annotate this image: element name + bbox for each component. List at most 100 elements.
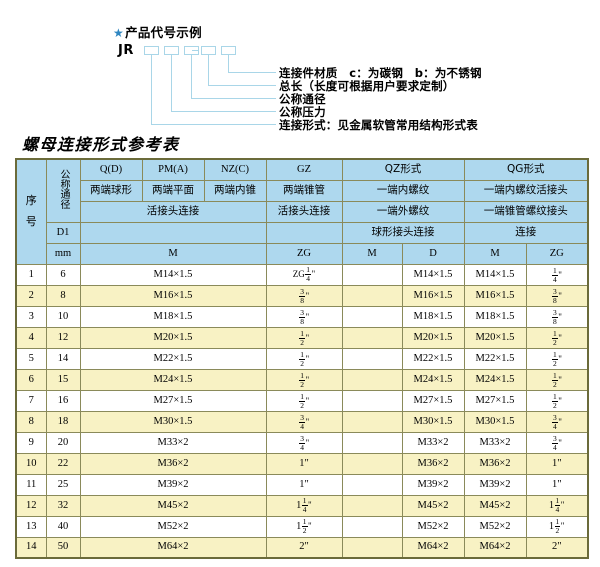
- cell-nominal-bore: 16: [45, 389, 81, 412]
- cell-qg-m: M27×1.5: [463, 389, 527, 412]
- header-group-qg: QG形式: [463, 158, 589, 181]
- cell-thread-m: M18×1.5: [79, 305, 267, 328]
- cell-seq: 11: [15, 473, 47, 496]
- cell-nominal-bore: 15: [45, 368, 81, 391]
- leader-line-3-horizontal: [191, 98, 276, 100]
- cell-qz-m: [341, 263, 403, 286]
- cell-gz: 3 8 ": [265, 305, 343, 328]
- header-ball-qz: 球形接头连接: [341, 221, 465, 244]
- leader-line-5-horizontal: [151, 124, 276, 126]
- cell-gz: 3 4 ": [265, 431, 343, 454]
- cell-qz-d: M16×1.5: [401, 284, 465, 307]
- table-row: 10 22 M36×2 1" M36×2 M36×2 1": [15, 452, 589, 475]
- header-joint-left: 活接头连接: [79, 200, 267, 223]
- table-row: 1 6 M14×1.5 ZG 1 4 " M14×1.5 M14×1.5 1 4 ": [15, 263, 589, 286]
- cell-thread-m: M52×2: [79, 515, 267, 538]
- header-thread-qz-m: M: [341, 242, 403, 265]
- cell-nominal-bore: 10: [45, 305, 81, 328]
- leader-line-2-vertical: [208, 55, 210, 86]
- cell-nominal-bore: 50: [45, 536, 81, 559]
- header-nominal-bore-label: 公称通径: [58, 168, 69, 209]
- table-row: 11 25 M39×2 1" M39×2 M39×2 1": [15, 473, 589, 496]
- header-group-qd: Q(D): [79, 158, 143, 181]
- cell-seq: 14: [15, 536, 47, 559]
- leader-line-1-horizontal: [228, 72, 276, 74]
- cell-gz: 1 2 ": [265, 368, 343, 391]
- cell-qz-d: M20×1.5: [401, 326, 465, 349]
- header-row-groups: 序 号 公称通径 Q(D) PM(A) NZ(C) GZ QZ形式 QG形式: [15, 158, 589, 265]
- cell-seq: 12: [15, 494, 47, 517]
- cell-gz: 3 4 ": [265, 410, 343, 433]
- code-box-4: [201, 46, 216, 55]
- cell-qz-m: [341, 431, 403, 454]
- cell-thread-m: M45×2: [79, 494, 267, 517]
- cell-qg-zg: 1 1 4 ": [525, 494, 589, 517]
- cell-seq: 13: [15, 515, 47, 538]
- code-prefix-label: JR: [118, 43, 134, 58]
- cell-qg-m: M20×1.5: [463, 326, 527, 349]
- cell-nominal-bore: 20: [45, 431, 81, 454]
- header-blank-gz: [265, 221, 343, 244]
- header-seq-line2: 号: [25, 214, 37, 228]
- cell-thread-m: M39×2: [79, 473, 267, 496]
- cell-qg-m: M16×1.5: [463, 284, 527, 307]
- header-end-qg: 一端内螺纹活接头: [463, 179, 589, 202]
- header-group-pma: PM(A): [141, 158, 205, 181]
- cell-qz-d: M27×1.5: [401, 389, 465, 412]
- header-d1: D1: [45, 221, 81, 244]
- cell-gz: 1 1 2 ": [265, 515, 343, 538]
- header-joint-qz: 一端外螺纹: [341, 200, 465, 223]
- nut-connection-table: 序 号 公称通径 Q(D) PM(A) NZ(C) GZ QZ形式 QG形式 两…: [15, 158, 589, 559]
- header-blank-left: [79, 221, 267, 244]
- table-row: 12 32 M45×2 1 1 4 " M45×2 M45×2 1 1 4 ": [15, 494, 589, 517]
- table-row: 8 18 M30×1.5 3 4 " M30×1.5 M30×1.5 3 4 ": [15, 410, 589, 433]
- header-thread-qg-m: M: [463, 242, 527, 265]
- cell-gz: 3 8 ": [265, 284, 343, 307]
- cell-thread-m: M20×1.5: [79, 326, 267, 349]
- cell-thread-m: M14×1.5: [79, 263, 267, 286]
- cell-qg-m: M24×1.5: [463, 368, 527, 391]
- cell-thread-m: M22×1.5: [79, 347, 267, 370]
- code-box-5: [221, 46, 236, 55]
- header-seq-line1: 序: [25, 193, 37, 207]
- header-seq: 序 号: [15, 158, 47, 265]
- table-row: 2 8 M16×1.5 3 8 " M16×1.5 M16×1.5 3 8 ": [15, 284, 589, 307]
- cell-thread-m: M36×2: [79, 452, 267, 475]
- cell-qz-d: M22×1.5: [401, 347, 465, 370]
- cell-seq: 2: [15, 284, 47, 307]
- header-joint-gz: 活接头连接: [265, 200, 343, 223]
- cell-thread-m: M30×1.5: [79, 410, 267, 433]
- code-dash: [192, 50, 199, 52]
- cell-qz-d: M18×1.5: [401, 305, 465, 328]
- cell-qz-m: [341, 305, 403, 328]
- cell-qg-m: M33×2: [463, 431, 527, 454]
- product-code-title-text: 产品代号示例: [125, 25, 202, 40]
- table-body: 1 6 M14×1.5 ZG 1 4 " M14×1.5 M14×1.5 1 4 " 2 8 M16×1.5…: [15, 263, 589, 559]
- header-thread-m-left: M: [79, 242, 267, 265]
- cell-seq: 5: [15, 347, 47, 370]
- annotation-connection-type: 连接形式：见金属软管常用结构形式表: [279, 118, 478, 132]
- cell-thread-m: M27×1.5: [79, 389, 267, 412]
- cell-seq: 1: [15, 263, 47, 286]
- cell-qg-zg: 1": [525, 452, 589, 475]
- header-group-qz: QZ形式: [341, 158, 465, 181]
- cell-qg-m: M52×2: [463, 515, 527, 538]
- leader-line-5-vertical: [151, 55, 153, 125]
- cell-gz: ZG 1 4 ": [265, 263, 343, 286]
- star-icon: ★: [113, 26, 125, 40]
- cell-qz-m: [341, 389, 403, 412]
- table-title: 螺母连接形式参考表: [22, 135, 180, 154]
- header-row-d1: D1 球形接头连接 连接: [16, 221, 589, 244]
- cell-qg-zg: 1 1 2 ": [525, 515, 589, 538]
- cell-seq: 9: [15, 431, 47, 454]
- table-row: 4 12 M20×1.5 1 2 " M20×1.5 M20×1.5 1 2 ": [15, 326, 589, 349]
- header-thread-qz-d: D: [401, 242, 465, 265]
- header-end-qd: 两端球形: [79, 179, 143, 202]
- cell-thread-m: M16×1.5: [79, 284, 267, 307]
- cell-qz-m: [341, 536, 403, 559]
- leader-line-2-horizontal: [208, 85, 276, 87]
- table-row: 9 20 M33×2 3 4 " M33×2 M33×2 3 4 ": [15, 431, 589, 454]
- header-end-gz: 两端锥管: [265, 179, 343, 202]
- table-row: 14 50 M64×2 2" M64×2 M64×2 2": [15, 536, 589, 559]
- cell-qz-m: [341, 452, 403, 475]
